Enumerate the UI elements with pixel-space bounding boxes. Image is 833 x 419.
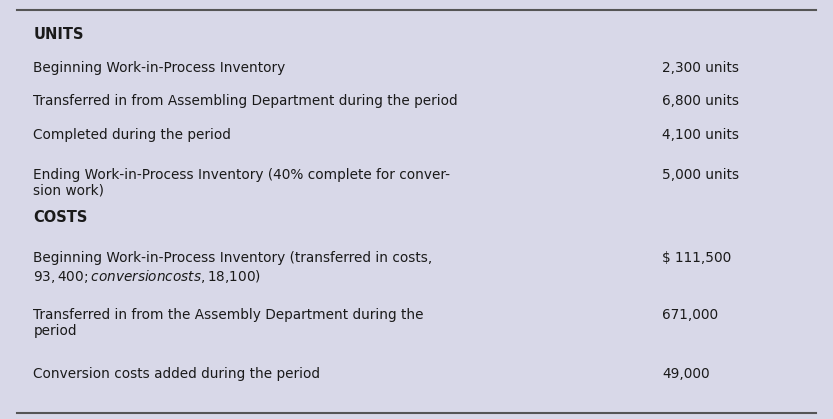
Text: Beginning Work-in-Process Inventory: Beginning Work-in-Process Inventory — [33, 61, 286, 75]
Text: 671,000: 671,000 — [662, 308, 718, 322]
Text: 5,000 units: 5,000 units — [662, 168, 740, 181]
Text: 49,000: 49,000 — [662, 367, 710, 380]
Text: 4,100 units: 4,100 units — [662, 128, 739, 142]
Text: COSTS: COSTS — [33, 210, 87, 225]
Text: Completed during the period: Completed during the period — [33, 128, 232, 142]
Text: Beginning Work-in-Process Inventory (transferred in costs,
$93,400; conversion c: Beginning Work-in-Process Inventory (tra… — [33, 251, 432, 285]
Text: 2,300 units: 2,300 units — [662, 61, 739, 75]
Text: Transferred in from Assembling Department during the period: Transferred in from Assembling Departmen… — [33, 94, 458, 108]
Text: $ 111,500: $ 111,500 — [662, 251, 731, 265]
Text: Ending Work-in-Process Inventory (40% complete for conver-
sion work): Ending Work-in-Process Inventory (40% co… — [33, 168, 451, 198]
Text: Conversion costs added during the period: Conversion costs added during the period — [33, 367, 321, 380]
Text: Transferred in from the Assembly Department during the
period: Transferred in from the Assembly Departm… — [33, 308, 424, 338]
Text: UNITS: UNITS — [33, 27, 84, 42]
Text: 6,800 units: 6,800 units — [662, 94, 739, 108]
